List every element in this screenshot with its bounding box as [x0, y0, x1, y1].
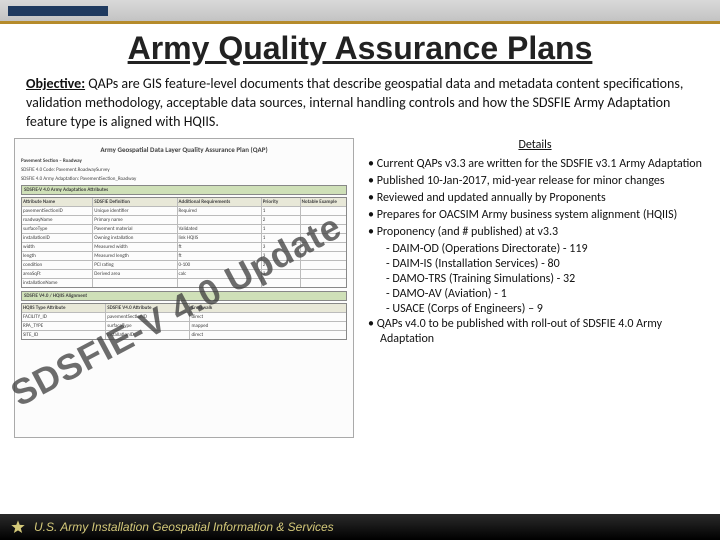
content-row: Army Geospatial Data Layer Quality Assur… — [0, 132, 720, 438]
doc-section2: SDSFIE V4.0 / HQIIS Alignment — [21, 291, 347, 301]
header-blue-block — [8, 6, 108, 16]
doc-table1: Attribute NameSDSFIE DefinitionAdditiona… — [21, 197, 347, 288]
details-subitem: DAIM-IS (Installation Services) - 80 — [368, 257, 706, 272]
details-subitem: USACE (Corps of Engineers) – 9 — [368, 302, 706, 317]
details-bullet: Prepares for OACSIM Army business system… — [368, 208, 706, 223]
doc-heading: Army Geospatial Data Layer Quality Assur… — [21, 145, 347, 154]
details-heading: Details — [364, 138, 706, 153]
header-band — [0, 0, 720, 24]
details-bullet: Current QAPs v3.3 are written for the SD… — [368, 157, 706, 172]
left-column: Army Geospatial Data Layer Quality Assur… — [14, 138, 354, 438]
details-bullet: QAPs v4.0 to be published with roll-out … — [368, 317, 706, 347]
details-list: Current QAPs v3.3 are written for the SD… — [364, 157, 706, 347]
footer-text: U.S. Army Installation Geospatial Inform… — [34, 520, 334, 534]
details-bullet: Proponency (and # published) at v3.3 — [368, 225, 706, 240]
qap-document-thumbnail: Army Geospatial Data Layer Quality Assur… — [14, 138, 354, 438]
details-bullet: Published 10-Jan-2017, mid-year release … — [368, 174, 706, 189]
details-column: Details Current QAPs v3.3 are written fo… — [364, 138, 706, 438]
doc-code2: SDSFIE 4.0 Army Adaptation: PavementSect… — [21, 176, 347, 182]
page-title: Army Quality Assurance Plans — [0, 30, 720, 67]
doc-code1: SDSFIE 4.0 Code: Pavement.RoadwaySurvey — [21, 167, 347, 173]
doc-table2: HQIIS Type AttributeSDSFIE V4.0 Attribut… — [21, 303, 347, 340]
footer-bar: U.S. Army Installation Geospatial Inform… — [0, 514, 720, 540]
army-star-icon — [10, 519, 26, 535]
objective-paragraph: Objective: QAPs are GIS feature-level do… — [0, 75, 720, 132]
details-subitem: DAMO-AV (Aviation) - 1 — [368, 287, 706, 302]
doc-section1: SDSFIE-V 4.0 Army Adaptation Attributes — [21, 185, 347, 195]
details-bullet: Reviewed and updated annually by Propone… — [368, 191, 706, 206]
doc-subheading: Pavement Section – Roadway — [21, 158, 347, 164]
objective-label: Objective: — [26, 75, 85, 92]
details-subitem: DAIM-OD (Operations Directorate) - 119 — [368, 242, 706, 257]
details-subitem: DAMO-TRS (Training Simulations) - 32 — [368, 272, 706, 287]
objective-text: QAPs are GIS feature-level documents tha… — [26, 75, 683, 130]
